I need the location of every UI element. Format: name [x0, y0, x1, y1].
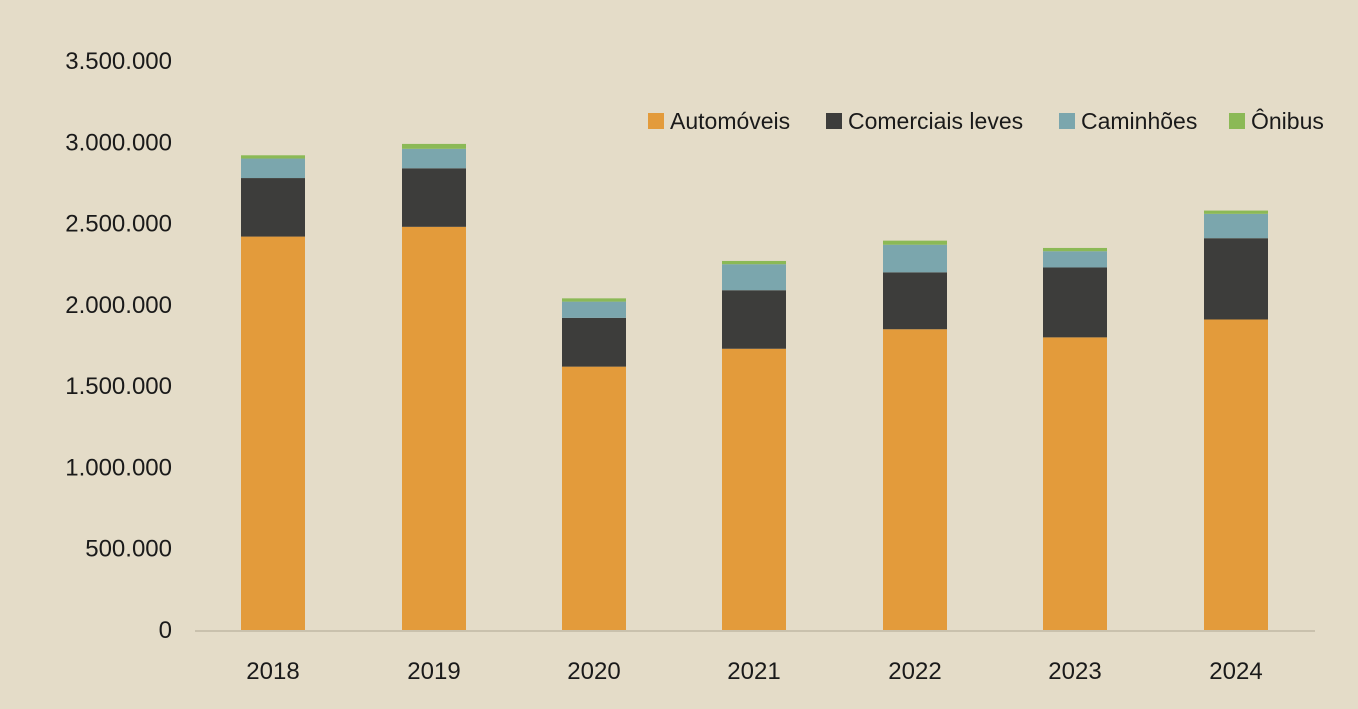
bar-onibus-2022 [883, 240, 947, 245]
x-tick-label: 2024 [1209, 658, 1262, 685]
legend-item-automoveis: Automóveis [648, 108, 790, 134]
bar-comerciais-leves-2023 [1043, 267, 1107, 338]
bar-onibus-2020 [562, 298, 626, 302]
y-tick-label: 0 [159, 617, 172, 644]
bar-onibus-2023 [1043, 247, 1107, 252]
y-tick-label: 3.000.000 [65, 129, 172, 156]
legend-swatch-automoveis [648, 113, 664, 129]
bar-automoveis-2024 [1204, 319, 1268, 630]
bar-caminhoes-2020 [562, 301, 626, 318]
y-tick-label: 1.000.000 [65, 454, 172, 481]
y-tick-label: 1.500.000 [65, 373, 172, 400]
y-tick-label: 3.500.000 [65, 48, 172, 75]
legend-label-onibus: Ônibus [1251, 107, 1324, 134]
bar-onibus-2019 [402, 143, 466, 149]
y-tick-label: 2.000.000 [65, 292, 172, 319]
bar-caminhoes-2018 [241, 158, 305, 179]
bar-onibus-2021 [722, 260, 786, 265]
x-tick-label: 2020 [567, 658, 620, 685]
bars-group [241, 143, 1268, 630]
bar-automoveis-2018 [241, 236, 305, 630]
bar-automoveis-2021 [722, 348, 786, 630]
bar-automoveis-2022 [883, 329, 947, 630]
bar-onibus-2024 [1204, 210, 1268, 214]
legend-item-onibus: Ônibus [1229, 107, 1324, 134]
bar-automoveis-2023 [1043, 337, 1107, 630]
x-tick-label: 2019 [407, 658, 460, 685]
bar-comerciais-leves-2019 [402, 168, 466, 227]
x-tick-label: 2023 [1048, 658, 1101, 685]
bar-onibus-2018 [241, 155, 305, 159]
x-tick-label: 2021 [727, 658, 780, 685]
y-axis: 0 500.000 1.000.000 1.500.000 2.000.000 2.500… [65, 48, 172, 644]
x-tick-label: 2018 [246, 658, 299, 685]
bar-caminhoes-2021 [722, 264, 786, 291]
x-tick-label: 2022 [888, 658, 941, 685]
bar-comerciais-leves-2020 [562, 317, 626, 367]
legend-swatch-onibus [1229, 113, 1245, 129]
legend-swatch-comerciais-leves [826, 113, 842, 129]
bar-comerciais-leves-2022 [883, 272, 947, 330]
bar-automoveis-2019 [402, 226, 466, 630]
bar-comerciais-leves-2021 [722, 290, 786, 349]
legend-label-automoveis: Automóveis [670, 108, 790, 134]
bar-comerciais-leves-2018 [241, 178, 305, 237]
bar-caminhoes-2024 [1204, 213, 1268, 239]
legend-swatch-caminhoes [1059, 113, 1075, 129]
bar-automoveis-2020 [562, 366, 626, 630]
bar-caminhoes-2019 [402, 148, 466, 169]
x-axis: 2018 2019 2020 2021 2022 2023 2024 [246, 658, 1262, 685]
legend-label-caminhoes: Caminhões [1081, 108, 1197, 134]
bar-caminhoes-2022 [883, 244, 947, 273]
bar-caminhoes-2023 [1043, 251, 1107, 268]
legend-item-comerciais-leves: Comerciais leves [826, 108, 1023, 134]
legend-item-caminhoes: Caminhões [1059, 108, 1197, 134]
y-tick-label: 500.000 [85, 536, 172, 563]
bar-comerciais-leves-2024 [1204, 238, 1268, 320]
legend-label-comerciais-leves: Comerciais leves [848, 108, 1023, 134]
legend: Automóveis Comerciais leves Caminhões Ônibu… [648, 107, 1324, 134]
y-tick-label: 2.500.000 [65, 211, 172, 238]
